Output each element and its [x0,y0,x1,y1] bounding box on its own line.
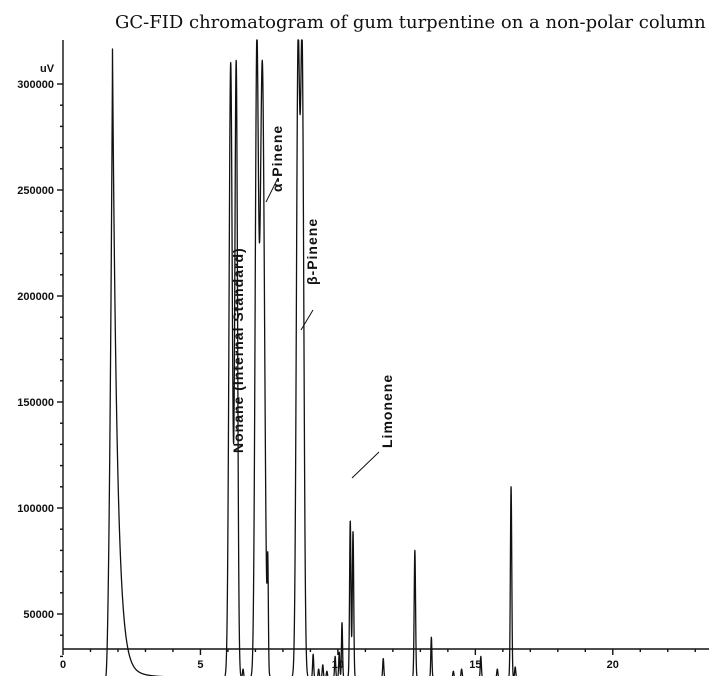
signal-line [105,39,517,676]
peak-annotations: Nonane (Internal Standard) α-Pinene β-Pi… [230,125,395,479]
annotation-nonane: Nonane (Internal Standard) [230,247,246,453]
annotation-beta-pinene: β-Pinene [304,218,320,285]
y-tick-label: 50000 [23,609,54,621]
leader-alpha-pinene [265,177,279,203]
y-tick-label: 200000 [17,291,54,303]
y-axis-unit-label: uV [40,63,55,75]
leader-beta-pinene [300,309,314,331]
chart-title: GC-FID chromatogram of gum turpentine on… [115,12,706,33]
leader-limonene [351,451,380,479]
y-tick-label: 250000 [17,185,54,197]
y-tick-label: 100000 [17,503,54,515]
y-tick-label: 300000 [17,79,54,91]
x-tick-label: 20 [607,659,619,671]
x-tick-label: 5 [197,659,203,671]
annotation-limonene: Limonene [379,374,395,448]
annotation-alpha-pinene: α-Pinene [269,125,285,192]
x-tick-label: 0 [60,659,66,671]
y-tick-label: 150000 [17,397,54,409]
chromatogram-trace [105,39,517,676]
x-tick-label: 15 [469,659,481,671]
